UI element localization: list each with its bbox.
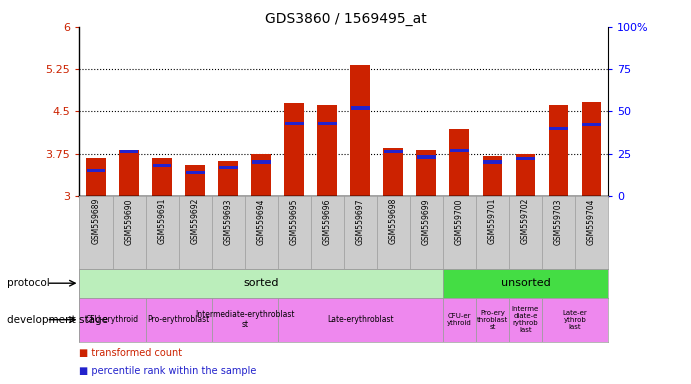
Text: GSM559692: GSM559692 (191, 198, 200, 244)
Bar (284, 103, 304, 196)
Bar (119, 150, 139, 196)
Text: GSM559698: GSM559698 (389, 198, 398, 244)
Text: Pro-ery
throblast
st: Pro-ery throblast st (477, 310, 508, 330)
Bar (146, 298, 211, 342)
Text: GSM559695: GSM559695 (290, 198, 299, 245)
Bar (153, 164, 171, 167)
Text: GSM559699: GSM559699 (422, 198, 431, 245)
Bar (252, 161, 271, 164)
Text: sorted: sorted (243, 278, 279, 288)
Text: GSM559703: GSM559703 (554, 198, 563, 245)
Bar (582, 102, 601, 196)
Bar (443, 298, 476, 342)
Text: GSM559702: GSM559702 (521, 198, 530, 244)
Bar (582, 123, 601, 126)
Text: GSM559701: GSM559701 (488, 198, 497, 244)
Text: Interme
diate-e
rythrob
last: Interme diate-e rythrob last (512, 306, 539, 333)
Bar (318, 122, 337, 125)
Bar (417, 156, 436, 159)
Text: GSM559691: GSM559691 (158, 198, 167, 244)
Bar (86, 157, 106, 196)
Bar (482, 156, 502, 196)
Text: Intermediate-erythroblast
st: Intermediate-erythroblast st (195, 310, 294, 329)
Bar (79, 298, 146, 342)
Bar (350, 65, 370, 196)
Text: Pro-erythroblast: Pro-erythroblast (147, 315, 209, 324)
Text: CFU-er
ythroid: CFU-er ythroid (447, 313, 472, 326)
Text: GSM559693: GSM559693 (224, 198, 233, 245)
Text: GSM559689: GSM559689 (91, 198, 100, 244)
Bar (317, 104, 337, 196)
Text: GSM559704: GSM559704 (587, 198, 596, 245)
Bar (219, 166, 238, 169)
Bar (278, 298, 443, 342)
Text: Late-erythroblast: Late-erythroblast (327, 315, 394, 324)
Bar (384, 151, 403, 154)
Bar (152, 157, 172, 196)
Bar (450, 149, 468, 152)
Bar (186, 170, 205, 174)
Bar (449, 129, 469, 196)
Text: GSM559694: GSM559694 (256, 198, 265, 245)
Bar (120, 151, 138, 154)
Bar (443, 269, 608, 298)
Bar (509, 298, 542, 342)
Bar (549, 127, 568, 130)
Bar (211, 298, 278, 342)
Bar (515, 154, 536, 196)
Bar (285, 122, 303, 125)
Bar (476, 298, 509, 342)
Bar (218, 161, 238, 196)
Text: development stage: development stage (7, 314, 108, 325)
Text: ■ transformed count: ■ transformed count (79, 348, 182, 358)
Bar (252, 154, 271, 196)
Text: CFU-erythroid: CFU-erythroid (86, 315, 139, 324)
Text: protocol: protocol (7, 278, 50, 288)
Text: GSM559690: GSM559690 (124, 198, 133, 245)
Bar (185, 165, 205, 196)
Text: GDS3860 / 1569495_at: GDS3860 / 1569495_at (265, 12, 426, 25)
Bar (86, 169, 106, 172)
Text: Late-er
ythrob
last: Late-er ythrob last (562, 310, 587, 330)
Text: ■ percentile rank within the sample: ■ percentile rank within the sample (79, 366, 257, 376)
Bar (542, 298, 608, 342)
Text: GSM559697: GSM559697 (356, 198, 365, 245)
Text: GSM559696: GSM559696 (323, 198, 332, 245)
Bar (79, 269, 443, 298)
Bar (417, 150, 436, 196)
Bar (351, 106, 370, 109)
Text: unsorted: unsorted (500, 278, 550, 288)
Bar (483, 161, 502, 164)
Bar (549, 104, 569, 196)
Text: GSM559700: GSM559700 (455, 198, 464, 245)
Bar (516, 157, 535, 160)
Bar (384, 148, 404, 196)
